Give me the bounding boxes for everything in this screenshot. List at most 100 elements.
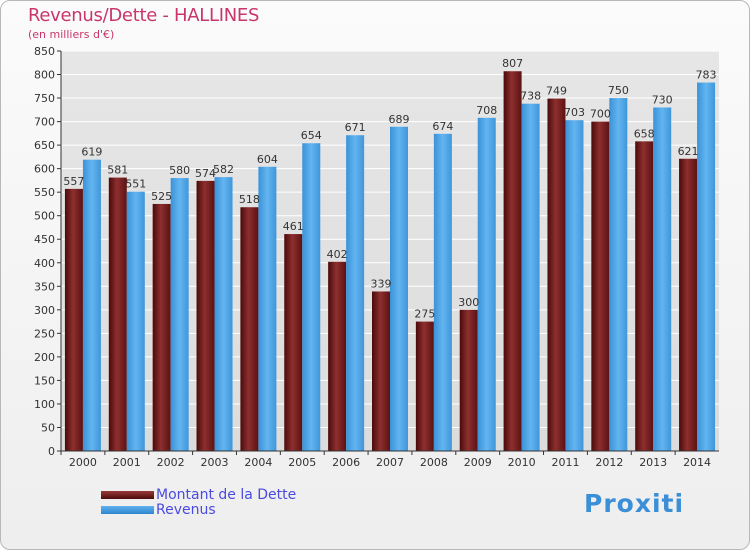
data-label-revenue: 582 (213, 163, 234, 176)
y-tick-label: 400 (34, 257, 55, 270)
bar-revenue (521, 103, 540, 452)
data-label-debt: 749 (546, 85, 567, 98)
x-tick-label: 2009 (464, 456, 492, 469)
y-tick-label: 700 (34, 116, 55, 129)
bar-debt (547, 98, 566, 451)
x-tick-label: 2001 (113, 456, 141, 469)
bar-debt (459, 309, 478, 451)
legend-label-debt: Montant de la Dette (156, 486, 297, 503)
bar-revenue (82, 159, 101, 452)
data-label-revenue: 674 (432, 120, 453, 133)
x-tick-label: 2003 (201, 456, 229, 469)
data-label-revenue: 619 (81, 146, 102, 159)
y-tick-label: 0 (48, 445, 55, 458)
bar-revenue (390, 126, 408, 451)
legend-swatch-revenue (101, 505, 154, 514)
data-label-revenue: 671 (345, 121, 366, 134)
bar-revenue (126, 191, 145, 452)
legend-swatch-debt (101, 490, 154, 499)
data-label-revenue: 580 (169, 164, 190, 177)
data-label-revenue: 551 (125, 178, 146, 191)
y-tick-label: 500 (34, 210, 55, 223)
bars (64, 71, 716, 452)
y-tick-label: 250 (34, 327, 55, 340)
data-label-revenue: 654 (301, 129, 322, 142)
bar-debt (635, 141, 654, 451)
proxiti-logo: Proxiti (584, 489, 684, 518)
x-tick-label: 2012 (595, 456, 623, 469)
legend-label-revenue: Revenus (156, 501, 216, 518)
bar-revenue (302, 143, 321, 451)
bar-debt (108, 177, 127, 451)
data-label-debt: 525 (151, 190, 172, 203)
data-label-debt: 557 (63, 175, 84, 188)
bar-revenue (214, 177, 233, 451)
y-tick-label: 350 (34, 280, 55, 293)
bar-debt (284, 234, 303, 451)
bar-revenue (565, 120, 584, 452)
data-label-revenue: 750 (608, 84, 629, 97)
y-tick-label: 450 (34, 233, 55, 246)
bar-debt (415, 321, 434, 451)
y-tick-label: 300 (34, 304, 55, 317)
bar-debt (152, 203, 171, 451)
y-tick-label: 750 (34, 92, 55, 105)
y-tick-label: 850 (34, 45, 55, 58)
data-label-debt: 621 (678, 145, 699, 158)
data-label-debt: 700 (590, 108, 611, 121)
data-label-revenue: 689 (389, 113, 410, 126)
data-label-revenue: 703 (564, 106, 585, 119)
x-tick-label: 2007 (376, 456, 404, 469)
y-tick-label: 50 (41, 421, 55, 434)
data-label-debt: 581 (107, 164, 128, 177)
data-label-debt: 807 (502, 57, 523, 70)
chart-subtitle: (en milliers d'€) (28, 28, 115, 41)
bar-revenue (609, 98, 628, 451)
y-tick-label: 800 (34, 69, 55, 82)
x-tick-label: 2005 (288, 456, 316, 469)
x-tick-label: 2006 (332, 456, 360, 469)
x-axis: 2000 2001 2002 2003 2004 2005 2006 2007 2008 2009… (60, 450, 719, 469)
data-label-debt: 339 (371, 277, 392, 290)
bar-debt (372, 291, 390, 451)
bar-revenue (433, 133, 452, 451)
legend-item-revenue: Revenus (101, 501, 296, 518)
data-label-debt: 461 (283, 220, 304, 233)
bar-debt (503, 71, 522, 451)
y-tick-label: 600 (34, 163, 55, 176)
bar-revenue (477, 117, 496, 451)
y-tick-label: 150 (34, 374, 55, 387)
bar-debt (328, 261, 347, 451)
bar-debt (64, 188, 83, 451)
y-axis: 0 50 100 150 200 250 300 350 400 450 500 550 600 650 7… (34, 45, 62, 458)
x-tick-label: 2013 (639, 456, 667, 469)
chart-title: Revenus/Dette - HALLINES (28, 5, 260, 26)
data-label-debt: 402 (327, 248, 348, 261)
x-tick-label: 2014 (683, 456, 711, 469)
data-label-debt: 658 (634, 127, 655, 140)
y-tick-label: 100 (34, 398, 55, 411)
bar-revenue (697, 82, 716, 451)
y-tick-label: 550 (34, 186, 55, 199)
data-label-revenue: 738 (520, 90, 541, 103)
data-label-debt: 518 (239, 193, 260, 206)
y-tick-label: 650 (34, 139, 55, 152)
x-tick-label: 2011 (551, 456, 579, 469)
bar-debt (591, 121, 610, 452)
x-tick-label: 2010 (508, 456, 536, 469)
bar-revenue (346, 135, 365, 451)
bar-debt (679, 158, 698, 451)
bar-debt (196, 180, 215, 451)
legend-item-debt: Montant de la Dette (101, 486, 297, 503)
legend: Montant de la Dette Revenus (101, 486, 297, 518)
x-tick-label: 2004 (244, 456, 272, 469)
data-label-revenue: 604 (257, 153, 278, 166)
bar-debt (240, 207, 259, 451)
x-tick-label: 2002 (157, 456, 185, 469)
bar-revenue (258, 166, 277, 451)
x-tick-label: 2000 (69, 456, 97, 469)
x-tick-label: 2008 (420, 456, 448, 469)
